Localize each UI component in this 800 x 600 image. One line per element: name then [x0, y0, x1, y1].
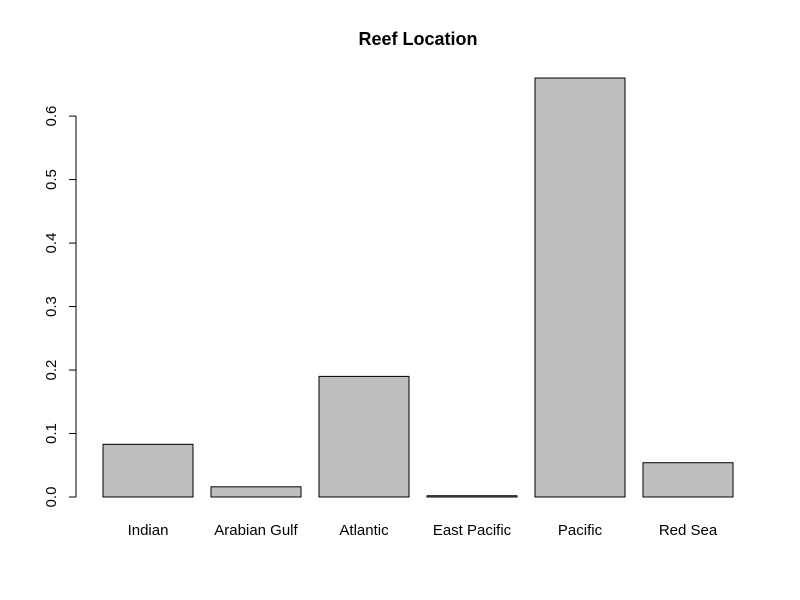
bar [426, 495, 518, 498]
x-tick-label: Red Sea [659, 522, 718, 539]
x-tick-label: Pacific [558, 522, 603, 539]
bar [642, 462, 734, 498]
x-tick-label: East Pacific [433, 522, 512, 539]
x-tick-label: Indian [128, 522, 169, 539]
y-tick-label: 0.3 [43, 296, 60, 317]
x-tick-label: Arabian Gulf [214, 522, 298, 539]
bar [534, 77, 626, 498]
y-tick-label: 0.6 [43, 106, 60, 127]
x-tick-label: Atlantic [339, 522, 389, 539]
chart-title: Reef Location [358, 29, 477, 49]
y-tick-label: 0.0 [43, 487, 60, 508]
bar [318, 375, 410, 498]
y-tick-label: 0.2 [43, 360, 60, 381]
bar [102, 443, 194, 498]
y-tick-label: 0.4 [43, 233, 60, 254]
y-tick-label: 0.1 [43, 423, 60, 444]
y-tick-label: 0.5 [43, 169, 60, 190]
bar [210, 486, 302, 498]
